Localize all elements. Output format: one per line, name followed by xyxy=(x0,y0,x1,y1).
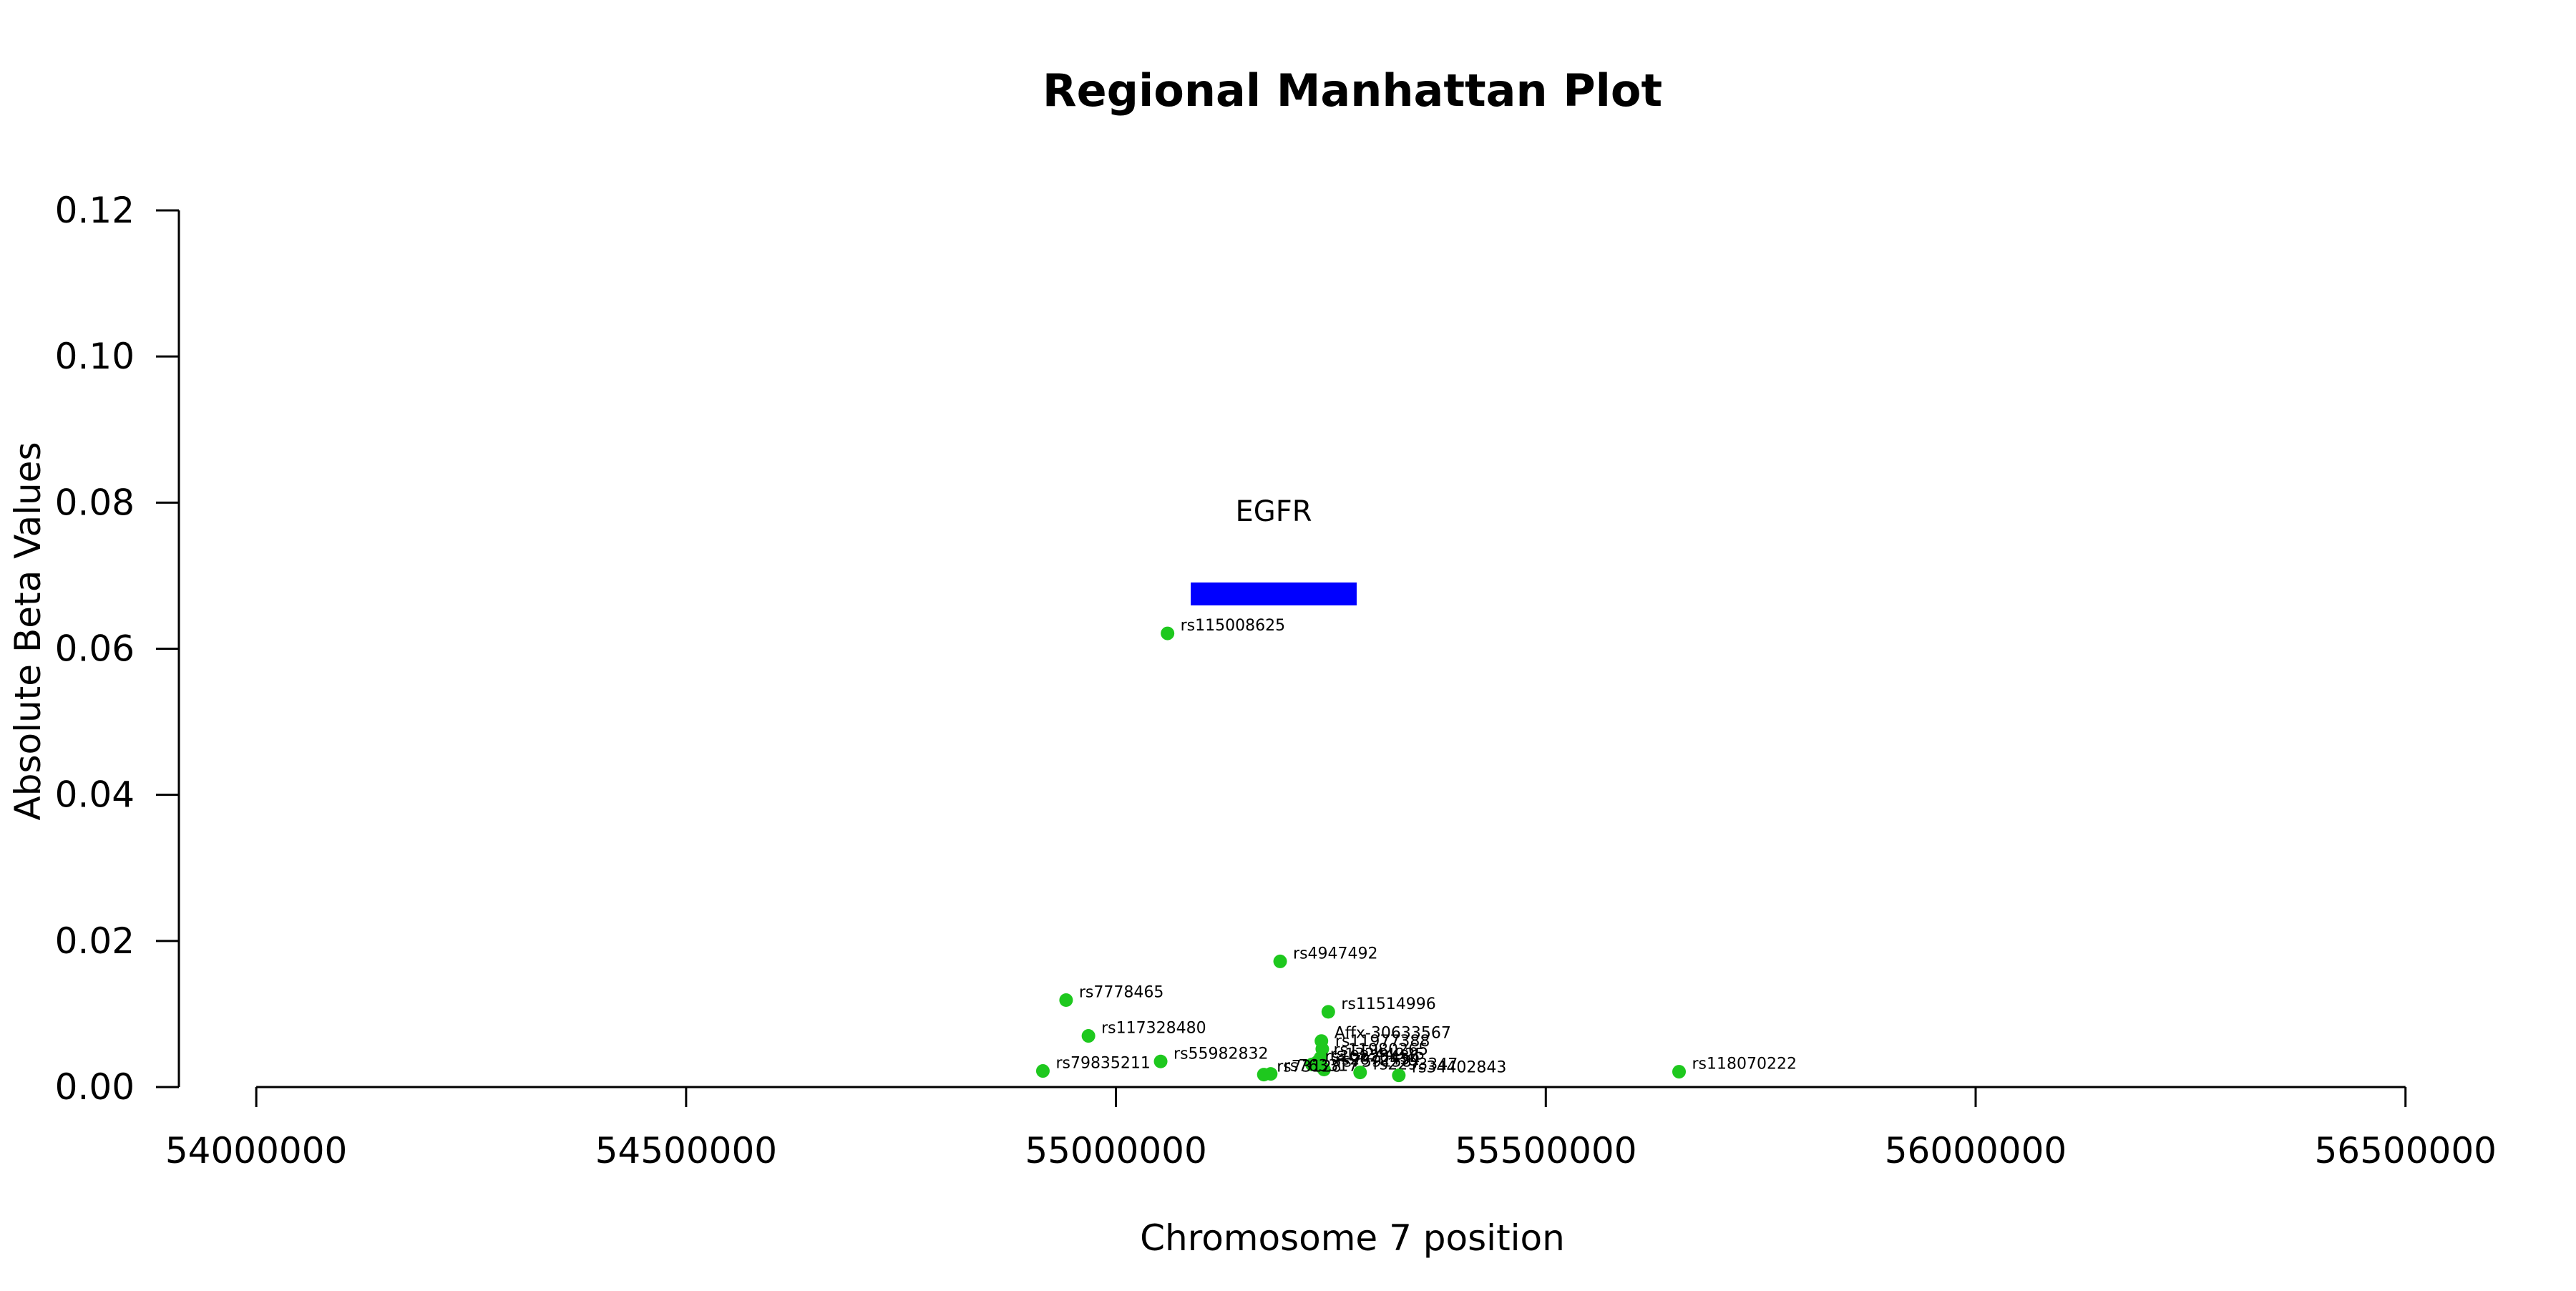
snp-point xyxy=(1081,1029,1096,1043)
y-tick-label: 0.04 xyxy=(55,774,135,816)
x-tick-label: 56000000 xyxy=(1885,1130,2067,1171)
snp-label: rs73128 xyxy=(1277,1058,1342,1076)
gene-bar-egfr xyxy=(1191,582,1357,605)
x-tick-label: 54500000 xyxy=(595,1130,778,1171)
y-tick-label: 0.06 xyxy=(55,628,135,670)
snp-points: rs115008625 rs4947492 rs7778465 rs11514996 r… xyxy=(1035,617,1797,1083)
snp-point xyxy=(1321,1005,1335,1019)
snp-label: rs10228436 xyxy=(1324,1048,1419,1066)
snp-label: rs34402843 xyxy=(1412,1059,1506,1077)
y-tick-label: 0.02 xyxy=(55,920,135,962)
gene-label-egfr: EGFR xyxy=(1235,495,1312,528)
snp-point xyxy=(1353,1066,1367,1080)
snp-label: rs4947492 xyxy=(1293,945,1378,963)
y-tick-label: 0.08 xyxy=(55,482,135,523)
snp-point xyxy=(1672,1065,1687,1079)
x-tick-label: 56500000 xyxy=(2314,1130,2497,1171)
snp-label: rs115008625 xyxy=(1181,617,1285,635)
snp-point xyxy=(1153,1054,1168,1068)
snp-label: rs2293347 xyxy=(1373,1056,1458,1074)
snp-label: rs13244925 xyxy=(1330,1046,1425,1063)
x-tick-label: 54000000 xyxy=(165,1130,348,1171)
snp-label: rs117328480 xyxy=(1101,1020,1206,1038)
y-tick-label: 0.00 xyxy=(55,1066,135,1108)
snp-label: rs11980265 xyxy=(1334,1041,1428,1059)
snp-point xyxy=(1257,1068,1271,1082)
snp-point xyxy=(1317,1063,1331,1076)
snp-point xyxy=(1273,954,1287,968)
snp-label: rs2072454 xyxy=(1335,1051,1420,1068)
snp-label: rs11977388 xyxy=(1335,1033,1430,1051)
x-axis-title: Chromosome 7 position xyxy=(1140,1217,1565,1259)
snp-label: rs11514996 xyxy=(1341,995,1435,1013)
snp-label: Affx-30633567 xyxy=(1335,1025,1451,1043)
y-tick-label: 0.12 xyxy=(55,190,135,231)
snp-label: rs7778465 xyxy=(1079,984,1164,1002)
snp-label: rs118070222 xyxy=(1692,1056,1797,1073)
y-axis-title: Absolute Beta Values xyxy=(7,442,49,821)
chart-title: Regional Manhattan Plot xyxy=(1043,64,1662,117)
x-tick-label: 55000000 xyxy=(1025,1130,1207,1171)
snp-label: rs79835211 xyxy=(1055,1055,1150,1073)
gene-track: EGFR xyxy=(1191,495,1357,605)
snp-point xyxy=(1161,626,1175,640)
snp-label: rs759158 xyxy=(1337,1053,1412,1071)
snp-point xyxy=(1059,993,1073,1008)
y-tick-label: 0.10 xyxy=(55,336,135,377)
snp-point xyxy=(1035,1064,1050,1078)
x-tick-label: 55500000 xyxy=(1455,1130,1637,1171)
axes: 54000000 54500000 55000000 55500000 56000000… xyxy=(55,190,2497,1171)
snp-label: rs763317 xyxy=(1284,1058,1359,1076)
snp-point xyxy=(1392,1068,1406,1083)
snp-label: rs55982832 xyxy=(1174,1045,1268,1063)
snp-point xyxy=(1304,1057,1319,1071)
